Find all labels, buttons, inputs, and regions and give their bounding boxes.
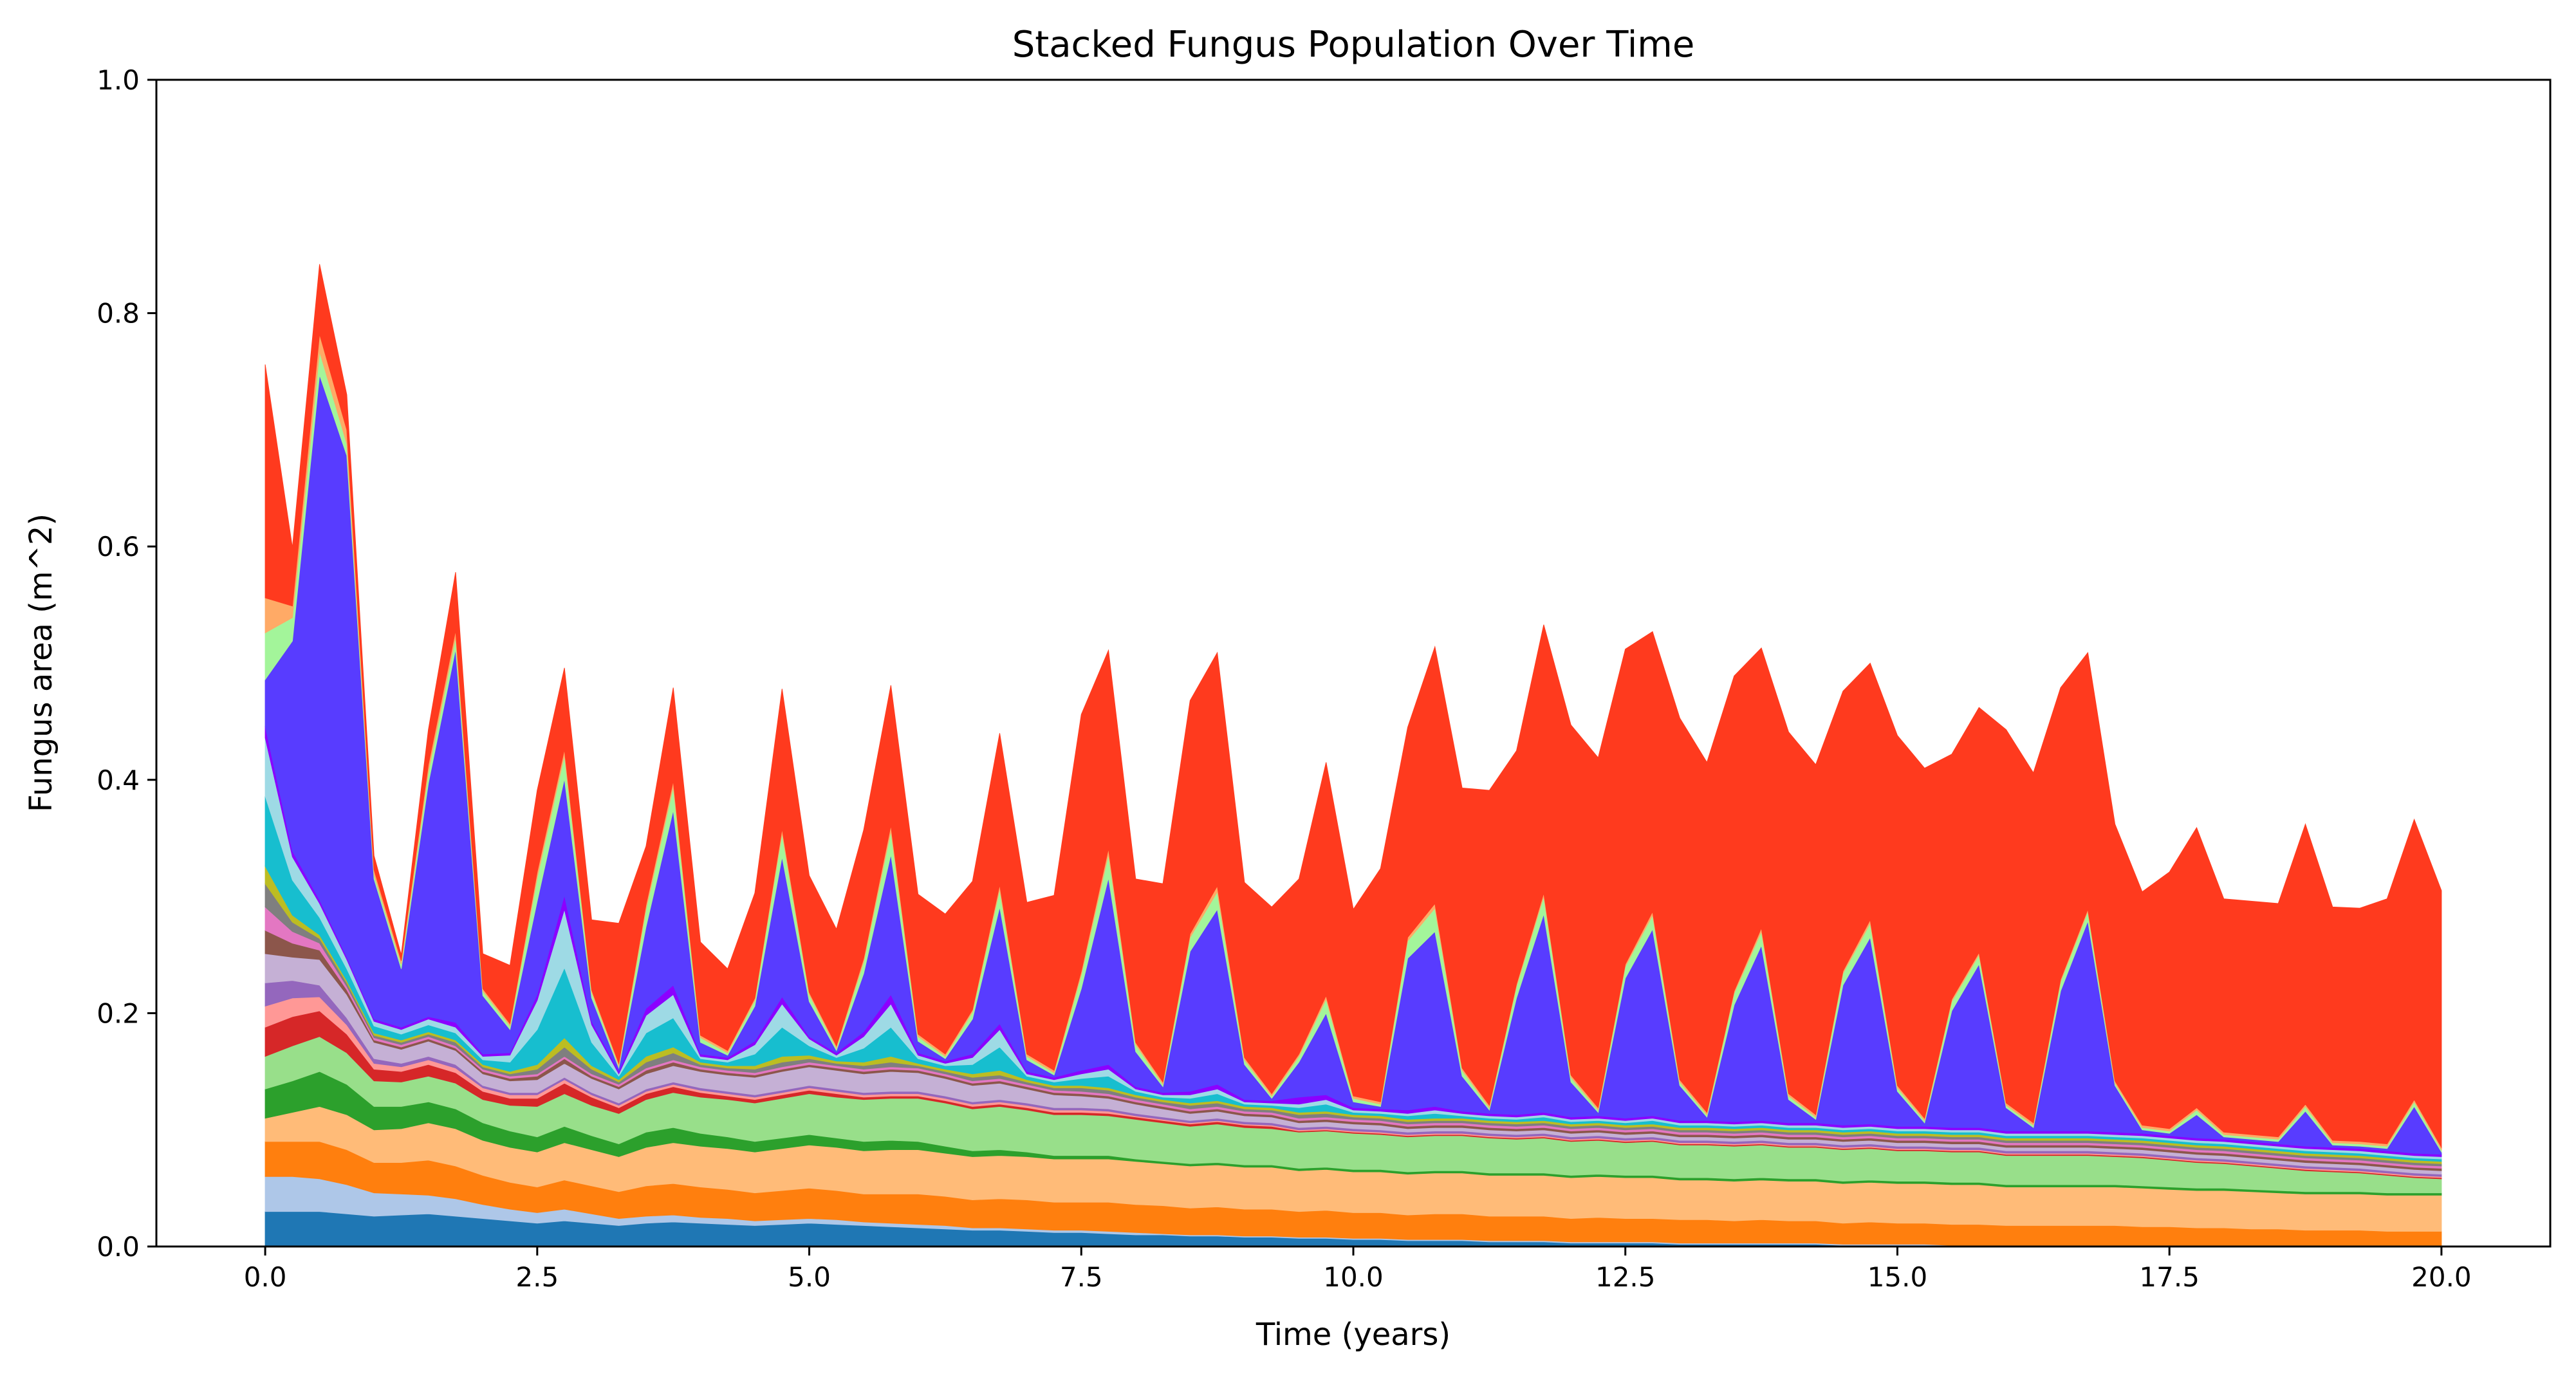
x-tick-label: 15.0 [1867,1261,1928,1293]
x-axis-label: Time (years) [1256,1317,1450,1353]
y-tick-label: 0.0 [97,1231,140,1263]
x-tick-label: 10.0 [1323,1261,1384,1293]
x-tick-label: 17.5 [2139,1261,2200,1293]
area-series-group [264,264,2442,1247]
y-tick-label: 0.4 [97,765,140,796]
y-axis-label: Fungus area (m^2) [23,514,59,812]
x-tick-label: 2.5 [515,1261,559,1293]
x-tick-label: 12.5 [1595,1261,1656,1293]
y-tick-label: 0.2 [97,997,140,1029]
x-axis-ticks: 0.0 2.5 5.0 7.5 10.0 12.5 15.0 17.5 20.0 [244,1247,2472,1293]
y-tick-label: 0.6 [97,531,140,562]
x-tick-label: 5.0 [788,1261,831,1293]
y-axis-ticks: 0.0 0.2 0.4 0.6 0.8 1.0 [97,64,156,1263]
y-tick-label: 0.8 [97,298,140,329]
x-tick-label: 7.5 [1060,1261,1103,1293]
y-tick-label: 1.0 [97,64,140,96]
area-series-21 [264,264,2442,1149]
chart-title: Stacked Fungus Population Over Time [1012,24,1695,66]
x-tick-label: 0.0 [244,1261,287,1293]
x-tick-label: 20.0 [2411,1261,2472,1293]
